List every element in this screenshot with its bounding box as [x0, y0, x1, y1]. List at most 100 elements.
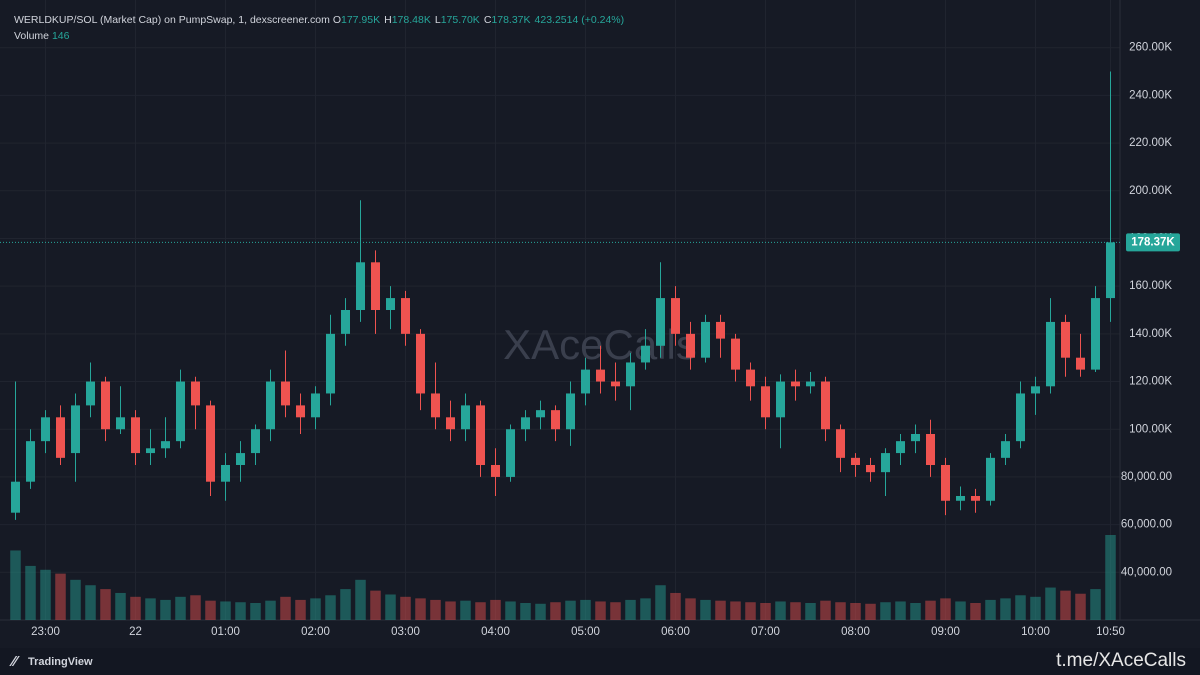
candle-body: [281, 381, 290, 406]
y-tick-label: 140.00K: [1129, 328, 1172, 340]
candle-body: [416, 333, 425, 394]
candle-body: [716, 321, 725, 339]
candle-body: [941, 465, 950, 501]
c-label: C: [483, 14, 492, 26]
candle-body: [971, 496, 980, 501]
candle-body: [191, 381, 200, 406]
y-tick-label: 80,000.00: [1121, 471, 1172, 483]
candle-body: [791, 381, 800, 387]
volume-bar: [310, 598, 321, 620]
volume-bar: [715, 600, 726, 620]
volume-bar: [220, 601, 231, 620]
candle-body: [926, 434, 935, 465]
candle-body: [446, 417, 455, 430]
candle-body: [536, 410, 545, 418]
candle-body: [476, 405, 485, 465]
volume-bar: [325, 595, 336, 620]
candle-body: [296, 405, 305, 418]
candle-body: [866, 465, 875, 473]
ohlc-line: WERLDKUP/SOL (Market Cap) on PumpSwap, 1…: [14, 12, 628, 28]
candle-body: [1106, 242, 1115, 299]
volume-bar: [100, 589, 111, 620]
candle-body: [1091, 298, 1100, 370]
volume-label: Volume: [14, 30, 50, 42]
volume-bar: [565, 600, 576, 620]
volume-bar: [1030, 596, 1041, 620]
candle-body: [116, 417, 125, 430]
candle-body: [581, 369, 590, 394]
candle-body: [71, 405, 80, 454]
candle-body: [131, 417, 140, 454]
volume-bar: [1105, 535, 1116, 620]
candle-body: [221, 465, 230, 482]
volume-bar: [190, 595, 201, 620]
volume-bar: [1015, 595, 1026, 620]
volume-value: 146: [51, 30, 70, 42]
y-tick-label: 240.00K: [1129, 89, 1172, 101]
volume-bar: [25, 565, 36, 620]
candle-body: [521, 417, 530, 430]
volume-bar: [865, 603, 876, 620]
volume-bar: [340, 589, 351, 620]
volume-bar: [10, 550, 21, 620]
x-tick-label: 10:00: [1021, 626, 1050, 638]
candle-body: [371, 262, 380, 310]
volume-bar: [295, 599, 306, 620]
volume-bar: [940, 598, 951, 620]
candle-body: [551, 410, 560, 430]
x-tick-label: 06:00: [661, 626, 690, 638]
volume-bar: [145, 598, 156, 620]
volume-bar: [205, 600, 216, 620]
volume-bar: [160, 599, 171, 620]
volume-bar: [235, 602, 246, 620]
candle-body: [401, 298, 410, 334]
candle-body: [236, 453, 245, 465]
candle-body: [146, 448, 155, 454]
candle-body: [731, 338, 740, 370]
l-label: L: [434, 14, 441, 26]
logo: ⁄⁄: [9, 653, 21, 670]
change: 423.2514 (+0.24%): [534, 14, 625, 26]
volume-bar: [880, 602, 891, 620]
y-tick-label: 120.00K: [1129, 376, 1172, 388]
candle-body: [206, 405, 215, 482]
x-tick-label: 05:00: [571, 626, 600, 638]
x-tick-label: 01:00: [211, 626, 240, 638]
volume-bar: [1060, 590, 1071, 620]
volume-bar: [925, 600, 936, 620]
volume-bar: [955, 601, 966, 620]
volume-bar: [775, 601, 786, 620]
volume-bar: [1045, 587, 1056, 620]
candle-body: [56, 417, 65, 458]
candle-body: [656, 298, 665, 346]
footer-bar: [0, 648, 1200, 675]
candle-body: [626, 362, 635, 387]
volume-bar: [460, 600, 471, 620]
volume-bar: [475, 602, 486, 620]
volume-bar: [415, 598, 426, 620]
candle-body: [161, 441, 170, 449]
candle-body: [1046, 321, 1055, 387]
x-tick-label: 08:00: [841, 626, 870, 638]
volume-bar: [685, 598, 696, 620]
volume-bar: [730, 601, 741, 620]
candle-body: [596, 369, 605, 382]
volume-bar: [910, 603, 921, 620]
y-tick-label: 60,000.00: [1121, 519, 1172, 531]
candle-body: [1076, 357, 1085, 370]
candle-body: [506, 429, 515, 477]
candle-body: [86, 381, 95, 406]
volume-bar: [280, 596, 291, 620]
volume-bar: [595, 601, 606, 620]
volume-bar: [250, 603, 261, 620]
volume-bar: [610, 602, 621, 620]
volume-bar: [370, 590, 381, 620]
candle-body: [851, 457, 860, 465]
last-price-label: 178.37K: [1131, 236, 1175, 248]
y-tick-label: 40,000.00: [1121, 566, 1172, 578]
volume-bar: [490, 599, 501, 620]
volume-bar: [970, 603, 981, 620]
volume-bar: [1000, 598, 1011, 620]
symbol: WERLDKUP/SOL (Market Cap) on PumpSwap, 1…: [14, 14, 330, 26]
x-tick-label: 22: [129, 626, 142, 638]
